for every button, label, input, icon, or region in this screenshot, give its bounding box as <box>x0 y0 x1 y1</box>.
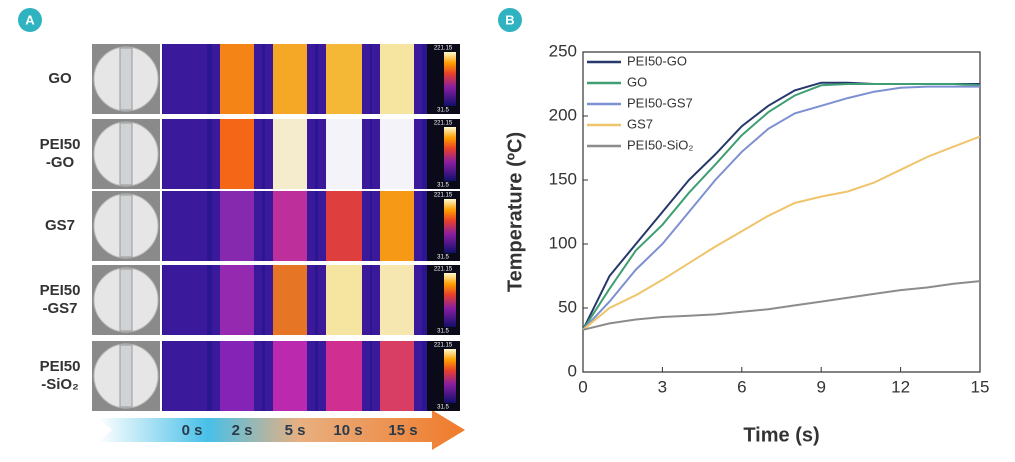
plot-frame <box>582 51 981 373</box>
photo-tube <box>119 344 133 408</box>
colorbar <box>444 349 456 403</box>
thermal-hotspot <box>326 341 362 411</box>
panel-badge <box>18 8 42 32</box>
colorbar-min: 31.5 <box>437 329 449 335</box>
photo-tube <box>119 47 133 111</box>
x-tick-label: 6 <box>737 377 746 396</box>
time-label: 10 s <box>333 422 362 439</box>
thermal-hotspot <box>171 265 199 335</box>
thermal-hotspot <box>220 341 254 411</box>
thermal-hotspot <box>220 119 254 189</box>
x-tick-label: 12 <box>891 377 910 396</box>
photo-tube <box>119 194 133 258</box>
thermal-hotspot <box>220 265 254 335</box>
y-tick-label: 100 <box>549 233 577 252</box>
colorbar-max: 221.15 <box>434 343 453 349</box>
colorbar <box>444 127 456 181</box>
sample-label: -SiO₂ <box>41 376 79 393</box>
x-tick-label: 9 <box>816 377 825 396</box>
x-tick-label: 15 <box>971 377 990 396</box>
colorbar-max: 221.15 <box>434 193 453 199</box>
thermal-hotspot <box>326 44 362 114</box>
thermal-hotspot <box>171 191 199 261</box>
x-axis-label: Time (s) <box>743 424 819 446</box>
thermal-hotspot <box>380 265 414 335</box>
time-label: 0 s <box>182 422 203 439</box>
thermal-hotspot <box>326 191 362 261</box>
panel-badge <box>498 8 522 32</box>
thermal-hotspot <box>380 191 414 261</box>
colorbar-max: 221.15 <box>434 121 453 127</box>
legend-label: GS7 <box>627 116 653 131</box>
legend-label: PEI50-GO <box>627 53 687 68</box>
photo-tube <box>119 122 133 186</box>
sample-label: GO <box>48 70 72 87</box>
series-line <box>582 280 981 331</box>
thermal-hotspot <box>273 44 307 114</box>
y-tick-label: 0 <box>568 361 577 380</box>
legend-label: PEI50-SiO₂ <box>627 137 693 152</box>
thermal-hotspot <box>273 191 307 261</box>
time-arrow <box>98 410 465 450</box>
colorbar-min: 31.5 <box>437 183 449 189</box>
x-tick-label: 0 <box>578 377 587 396</box>
colorbar-min: 31.5 <box>437 255 449 261</box>
thermal-hotspot <box>171 44 199 114</box>
thermal-hotspot <box>273 265 307 335</box>
colorbar-max: 221.15 <box>434 46 453 52</box>
thermal-hotspot <box>326 265 362 335</box>
series-line <box>582 135 981 331</box>
sample-label: -GO <box>46 154 75 171</box>
thermal-hotspot <box>171 119 199 189</box>
thermal-hotspot <box>171 341 199 411</box>
thermal-hotspot <box>220 191 254 261</box>
colorbar <box>444 199 456 253</box>
y-tick-label: 250 <box>549 41 577 60</box>
sample-label: -GS7 <box>42 300 77 317</box>
sample-label: PEI50 <box>40 136 81 153</box>
thermal-hotspot <box>273 341 307 411</box>
y-tick-label: 50 <box>558 297 577 316</box>
legend-label: PEI50-GS7 <box>627 95 693 110</box>
x-tick-label: 3 <box>658 377 667 396</box>
panel-label: B <box>505 12 514 27</box>
series-line <box>582 85 980 331</box>
y-tick-label: 200 <box>549 105 577 124</box>
colorbar-max: 221.15 <box>434 267 453 273</box>
time-label: 5 s <box>285 422 306 439</box>
panel-label: A <box>25 12 35 27</box>
thermal-hotspot <box>220 44 254 114</box>
sample-label: GS7 <box>45 217 75 234</box>
thermal-hotspot <box>380 341 414 411</box>
thermal-hotspot <box>326 119 362 189</box>
colorbar <box>444 273 456 327</box>
thermal-hotspot <box>380 44 414 114</box>
y-axis-label: Temperature (ºC) <box>504 132 526 292</box>
legend-label: GO <box>627 74 647 89</box>
time-label: 15 s <box>388 422 417 439</box>
sample-label: PEI50 <box>40 358 81 375</box>
time-label: 2 s <box>232 422 253 439</box>
colorbar-min: 31.5 <box>437 108 449 114</box>
thermal-hotspot <box>380 119 414 189</box>
y-tick-label: 150 <box>549 169 577 188</box>
thermal-hotspot <box>273 119 307 189</box>
sample-label: PEI50 <box>40 282 81 299</box>
photo-tube <box>119 268 133 332</box>
series-line <box>582 83 981 331</box>
colorbar <box>444 52 456 106</box>
colorbar-min: 31.5 <box>437 405 449 411</box>
